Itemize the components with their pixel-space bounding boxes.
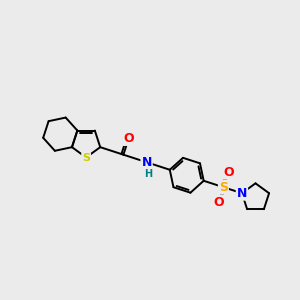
Text: S: S (219, 181, 228, 194)
Text: H: H (145, 169, 153, 179)
Text: N: N (141, 156, 152, 169)
Text: S: S (82, 153, 90, 163)
Text: O: O (223, 166, 234, 178)
Text: N: N (237, 187, 247, 200)
Text: O: O (213, 196, 224, 209)
Text: O: O (123, 132, 134, 145)
